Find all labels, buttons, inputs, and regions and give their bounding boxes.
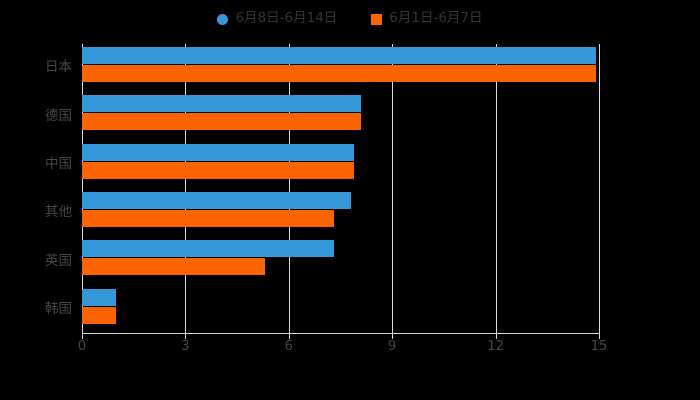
bar-group-0 [82,44,599,92]
bar-group-3 [82,189,599,237]
chart-legend: 6月8日-6月14日 6月1日-6月7日 [0,8,700,30]
plot-area [82,44,600,334]
bar-1-series-1[interactable] [82,95,362,113]
gridline-x-4 [495,44,497,334]
y-axis-label-1: 德国 [45,107,72,124]
bar-0-series-1[interactable] [82,47,596,64]
gridline-x-2 [288,44,290,334]
y-axis-label-4: 英国 [45,252,72,269]
legend-label-series-2: 6月1日-6月7日 [389,10,483,27]
legend-circle-marker-icon [217,13,229,25]
x-axis-line [82,333,600,334]
bar-5-series-2[interactable] [82,306,117,324]
y-axis-label-5: 韩国 [45,300,72,317]
tick-mark-5 [599,334,600,339]
y-axis-labels: 日本德国中国其他英国韩国 [0,44,72,334]
x-tick-label-1: 3 [181,339,190,354]
bar-4-series-1[interactable] [82,240,334,258]
legend-label-series-1: 6月8日-6月14日 [235,10,338,27]
gridline-x-1 [185,44,187,334]
bar-1-series-2[interactable] [82,113,362,131]
tick-mark-1 [185,334,187,339]
tick-mark-3 [392,334,394,339]
legend-item-series-1[interactable]: 6月8日-6月14日 [217,12,337,26]
bar-2-series-2[interactable] [82,161,355,179]
gridline-x-0 [82,44,83,334]
x-axis-tick-labels: 0 3 6 9 12 15 [0,340,700,360]
y-axis-label-3: 其他 [45,204,72,221]
gridline-x-5 [599,44,600,334]
x-tick-label-4: 12 [487,339,504,354]
bar-4-series-2[interactable] [82,258,265,276]
bar-group-5 [82,286,599,334]
x-tick-label-0: 0 [77,339,87,354]
tick-mark-0 [82,334,83,339]
bar-group-4 [82,237,599,285]
y-axis-label-2: 中国 [45,155,72,172]
bar-0-series-2[interactable] [82,65,596,82]
x-tick-label-5: 15 [590,339,608,354]
bar-3-series-1[interactable] [82,192,351,209]
bar-3-series-2[interactable] [82,210,334,227]
x-tick-label-3: 9 [388,339,397,354]
y-axis-label-0: 日本 [45,59,72,76]
bar-5-series-1[interactable] [82,288,117,306]
legend-square-marker-icon [371,13,383,25]
bar-2-series-1[interactable] [82,143,355,161]
tick-mark-4 [495,334,497,339]
tick-mark-2 [288,334,290,339]
bar-group-1 [82,92,599,140]
gridline-x-3 [392,44,394,334]
x-tick-label-2: 6 [284,339,293,354]
legend-item-series-2[interactable]: 6月1日-6月7日 [371,10,483,27]
bar-group-2 [82,141,599,189]
